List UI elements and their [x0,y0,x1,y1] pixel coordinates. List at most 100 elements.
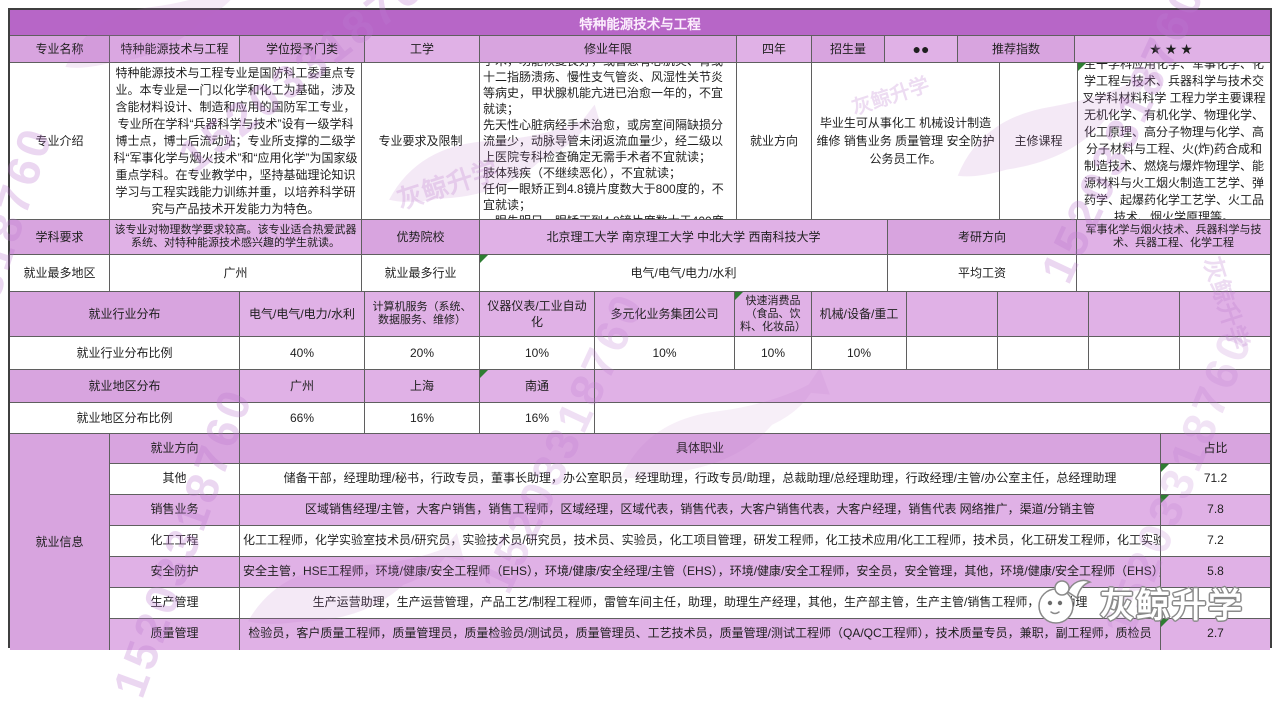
industry-pct: 10% [480,337,595,369]
intro-row: 专业介绍 特种能源技术与工程专业是国防科工委重点专业。本专业是一门以化学和化工为… [10,63,1270,220]
industry-pct: 10% [595,337,735,369]
job-category: 销售业务 [110,495,240,525]
region-pct-empty [595,403,1270,433]
courses-text: 主干学科应用化学、军事化学、化学工程与技术、兵器科学与技术交叉学科材料科学 工程… [1078,63,1270,219]
industry-item-empty [1180,292,1270,336]
table-title: 特种能源技术与工程 [10,10,1270,36]
industry-item: 机械/设备/重工 [812,292,907,336]
industry-ratio-label: 就业行业分布比例 [10,337,240,369]
duration-value: 四年 [737,36,812,62]
postgrad-label: 考研方向 [888,220,1077,254]
employment-section: 就业信息 就业方向 具体职业 占比 其他 储备干部，经理助理/秘书，行政专员，董… [10,434,1270,650]
intro-text: 特种能源技术与工程专业是国防科工委重点专业。本专业是一门以化学和化工为基础，涉及… [110,63,362,219]
basic-info-row: 专业名称 特种能源技术与工程 学位授予门类 工学 修业年限 四年 招生量 ●● … [10,36,1270,63]
region-pct: 16% [480,403,595,433]
region-item: 广州 [240,370,365,402]
direction-col-header: 就业方向 [110,434,240,463]
region-dist-label: 就业地区分布 [10,370,240,402]
major-name-label: 专业名称 [10,36,110,62]
job-list: 区域销售经理/主管，大客户销售，销售工程师，区域经理，区域代表，销售代表，大客户… [240,495,1161,525]
job-list: 生产运营助理，生产运营管理，产品工艺/制程工程师，雷管车间主任，助理，助理生产经… [240,588,1161,618]
region-pct: 16% [365,403,480,433]
recommend-stars-icon: ★★★ [1075,36,1270,62]
avg-salary-value [1077,255,1270,291]
industry-item: 电气/电气/电力/水利 [240,292,365,336]
top-region-label: 就业最多地区 [10,255,110,291]
career-direction-text: 毕业生可从事化工 机械设计制造维修 销售业务 质量管理 安全防护 公务员工作。 [812,63,1000,219]
region-item: 上海 [365,370,480,402]
job-pct: 71.2 [1161,464,1270,494]
job-category: 生产管理 [110,588,240,618]
employment-row: 销售业务 区域销售经理/主管，大客户销售，销售工程师，区域经理，区域代表，销售代… [110,495,1270,526]
avg-salary-label: 平均工资 [888,255,1077,291]
courses-label: 主修课程 [1000,63,1078,219]
job-category: 化工工程 [110,526,240,556]
industry-item: 计算机服务（系统、数据服务、维修） [365,292,480,336]
region-dist-row: 就业地区分布 广州 上海 南通 [10,370,1270,403]
subject-text: 该专业对物理数学要求较高。该专业适合热爱武器系统、对特种能源技术感兴趣的学生就读… [110,220,362,254]
major-info-table: 特种能源技术与工程 专业名称 特种能源技术与工程 学位授予门类 工学 修业年限 … [8,8,1272,650]
job-category: 安全防护 [110,557,240,587]
career-direction-label: 就业方向 [737,63,812,219]
industry-item: 仪器仪表/工业自动化 [480,292,595,336]
employment-row: 质量管理 检验员，客户质量工程师，质量管理员，质量检验员/测试员，质量管理员、工… [110,619,1270,650]
colleges-value: 北京理工大学 南京理工大学 中北大学 西南科技大学 [480,220,888,254]
industry-pct: 20% [365,337,480,369]
top-industry-label: 就业最多行业 [362,255,480,291]
employment-row: 安全防护 安全主管，HSE工程师，环境/健康/安全工程师（EHS），环境/健康/… [110,557,1270,588]
degree-type-value: 工学 [365,36,480,62]
job-pct [1161,588,1270,618]
requirement-text: 主要脏器：肺、肝、肾、脾、胃肠等动过较大手术，功能恢复良好，或曾患有心肌炎、胃或… [480,63,737,219]
industry-dist-label: 就业行业分布 [10,292,240,336]
region-item-empty [595,370,1270,402]
colleges-label: 优势院校 [362,220,480,254]
industry-pct-empty [1089,337,1180,369]
jobs-col-header: 具体职业 [240,434,1161,463]
enrollment-label: 招生量 [812,36,885,62]
recommend-index-label: 推荐指数 [958,36,1075,62]
job-pct: 2.7 [1161,619,1270,650]
industry-pct-empty [1180,337,1270,369]
employment-label: 就业信息 [10,434,110,650]
industry-item: 快速消费品（食品、饮料、化妆品） [735,292,812,336]
industry-pct: 40% [240,337,365,369]
job-list: 检验员，客户质量工程师，质量管理员，质量检验员/测试员，质量管理员、工艺技术员，… [240,619,1161,650]
industry-item-empty [1089,292,1180,336]
job-list: 储备干部，经理助理/秘书，行政专员，董事长助理，办公室职员，经理助理，行政专员/… [240,464,1161,494]
major-name-value: 特种能源技术与工程 [110,36,240,62]
ratio-col-header: 占比 [1161,434,1270,463]
requirement-label: 专业要求及限制 [362,63,480,219]
industry-item-empty [998,292,1089,336]
tops-row: 就业最多地区 广州 就业最多行业 电气/电气/电力/水利 平均工资 [10,255,1270,292]
job-list: 化工工程师，化学实验室技术员/研究员，实验技术员/研究员，技术员、实验员，化工项… [240,526,1161,556]
postgrad-value: 军事化学与烟火技术、兵器科学与技术、兵器工程、化学工程 [1077,220,1270,254]
employment-row: 生产管理 生产运营助理，生产运营管理，产品工艺/制程工程师，雷管车间主任，助理，… [110,588,1270,619]
region-item: 南通 [480,370,595,402]
industry-ratio-row: 就业行业分布比例 40% 20% 10% 10% 10% 10% [10,337,1270,370]
employment-row: 其他 储备干部，经理助理/秘书，行政专员，董事长助理，办公室职员，经理助理，行政… [110,464,1270,495]
top-region-value: 广州 [110,255,362,291]
subject-row: 学科要求 该专业对物理数学要求较高。该专业适合热爱武器系统、对特种能源技术感兴趣… [10,220,1270,255]
intro-label: 专业介绍 [10,63,110,219]
job-category: 其他 [110,464,240,494]
job-list: 安全主管，HSE工程师，环境/健康/安全工程师（EHS），环境/健康/安全经理/… [240,557,1161,587]
top-industry-value: 电气/电气/电力/水利 [480,255,888,291]
subject-label: 学科要求 [10,220,110,254]
employment-row: 化工工程 化工工程师，化学实验室技术员/研究员，实验技术员/研究员，技术员、实验… [110,526,1270,557]
region-ratio-row: 就业地区分布比例 66% 16% 16% [10,403,1270,434]
industry-pct-empty [998,337,1089,369]
job-pct: 5.8 [1161,557,1270,587]
region-pct: 66% [240,403,365,433]
industry-item: 多元化业务集团公司 [595,292,735,336]
industry-pct: 10% [735,337,812,369]
job-pct: 7.2 [1161,526,1270,556]
industry-dist-row: 就业行业分布 电气/电气/电力/水利 计算机服务（系统、数据服务、维修） 仪器仪… [10,292,1270,337]
degree-type-label: 学位授予门类 [240,36,365,62]
enrollment-dots-icon: ●● [885,36,958,62]
job-category: 质量管理 [110,619,240,650]
duration-label: 修业年限 [480,36,737,62]
employment-header-row: 就业方向 具体职业 占比 [110,434,1270,464]
industry-item-empty [907,292,998,336]
industry-pct-empty [907,337,998,369]
industry-pct: 10% [812,337,907,369]
